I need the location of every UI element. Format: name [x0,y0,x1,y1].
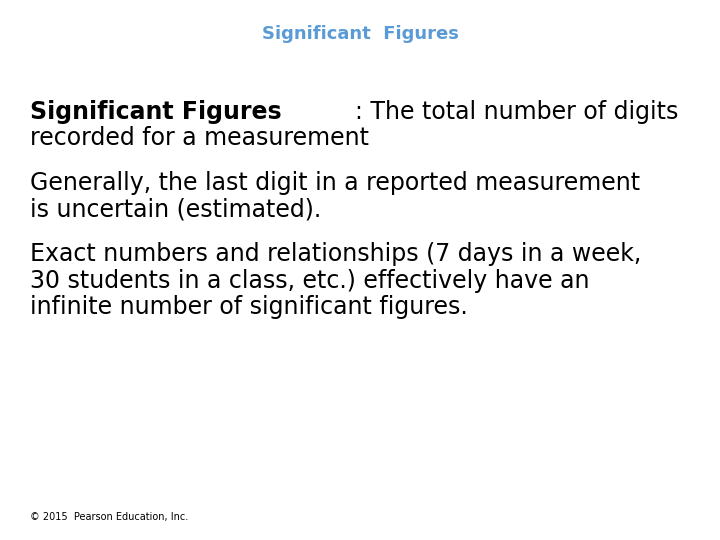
Text: 30 students in a class, etc.) effectively have an: 30 students in a class, etc.) effectivel… [30,268,590,293]
Text: © 2015  Pearson Education, Inc.: © 2015 Pearson Education, Inc. [30,512,188,522]
Text: : The total number of digits: : The total number of digits [355,100,678,124]
Text: is uncertain (estimated).: is uncertain (estimated). [30,198,321,221]
Text: Significant  Figures: Significant Figures [261,25,459,43]
Text: Exact numbers and relationships (7 days in a week,: Exact numbers and relationships (7 days … [30,242,642,266]
Text: Significant Figures: Significant Figures [30,100,282,124]
Text: infinite number of significant figures.: infinite number of significant figures. [30,295,468,319]
Text: recorded for a measurement: recorded for a measurement [30,126,369,150]
Text: Generally, the last digit in a reported measurement: Generally, the last digit in a reported … [30,171,640,195]
